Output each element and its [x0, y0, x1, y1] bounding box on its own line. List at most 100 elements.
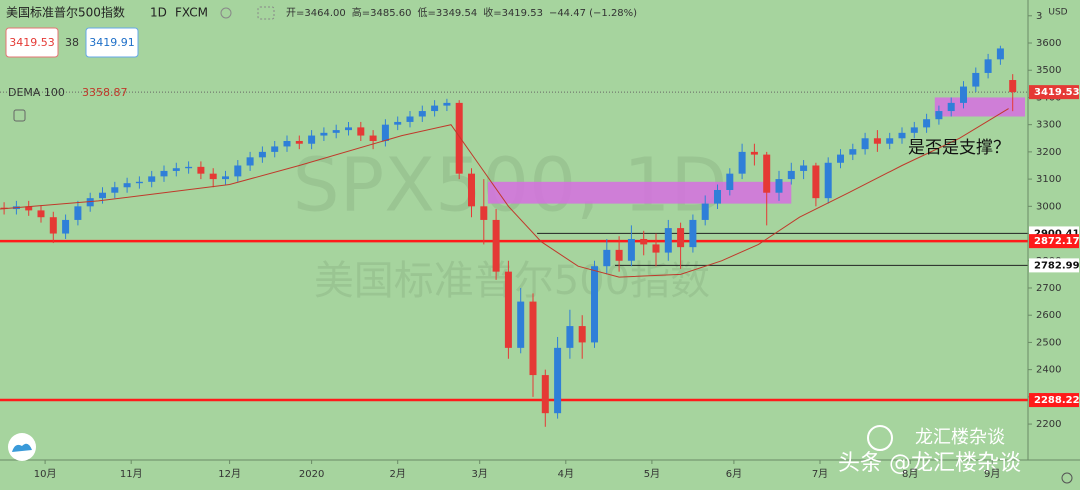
candle-body — [849, 149, 857, 155]
candle-body — [787, 170, 795, 180]
y-tick-label: 2200 — [1036, 419, 1061, 430]
candle-body — [406, 116, 414, 122]
candle-body — [369, 135, 377, 141]
candle-body — [222, 176, 229, 180]
candle-body — [492, 219, 500, 272]
candle-body — [935, 111, 943, 120]
level-label: 2900.41 — [1034, 228, 1080, 239]
candle-body — [468, 173, 475, 207]
spread: 38 — [65, 36, 79, 49]
candle-body — [357, 127, 365, 136]
candle-body — [652, 244, 660, 253]
level-label: 2872.17 — [1034, 236, 1080, 247]
candle-body — [972, 72, 980, 87]
candle-body — [689, 219, 697, 248]
candle-body — [910, 127, 918, 133]
support-zone — [487, 181, 792, 204]
settings-icon[interactable] — [1061, 472, 1073, 484]
y-tick-label: 3600 — [1036, 38, 1061, 49]
level-label: 2288.22 — [1034, 395, 1080, 406]
y-tick-label: 3300 — [1036, 120, 1061, 131]
ohlc-text: 高=3485.60 — [352, 6, 412, 19]
candle-body — [197, 166, 205, 174]
candle-body — [49, 217, 57, 234]
candle-body — [714, 189, 721, 204]
candle-body — [295, 140, 303, 144]
candle-body — [591, 266, 598, 343]
logo-mark — [12, 443, 32, 452]
y-tick-label: 3 — [1036, 11, 1042, 22]
ask[interactable]: 3419.91 — [89, 36, 135, 49]
candle-body — [996, 48, 1004, 60]
x-tick-label: 8月 — [902, 468, 918, 480]
candle-body — [271, 146, 279, 152]
candle-body — [185, 166, 193, 169]
candle-body — [308, 135, 316, 144]
indicator-name: DEMA 100 — [8, 86, 65, 99]
candle-body — [381, 124, 389, 141]
candle-body — [504, 271, 512, 348]
candle-body — [111, 187, 119, 193]
candle-body — [332, 130, 340, 133]
y-tick-label: 3200 — [1036, 147, 1061, 158]
candle-body — [960, 86, 967, 103]
candle-body — [345, 127, 352, 131]
candle-body — [209, 173, 217, 180]
ohlc-text: 开=3464.00 — [286, 8, 346, 19]
ohlc-text: 低=3349.54 — [417, 6, 477, 19]
y-tick-label: 3500 — [1036, 65, 1061, 76]
candle-body — [320, 132, 328, 136]
candle-body — [431, 105, 439, 112]
candle-body — [517, 301, 525, 348]
bid[interactable]: 3419.53 — [9, 36, 55, 49]
y-tick-label: 2600 — [1036, 310, 1061, 321]
status-icon[interactable] — [220, 7, 232, 19]
candle-body — [873, 138, 881, 144]
header: 美国标准普尔500指数 1D FXCM 3419.53 38 3419.91 D… — [5, 5, 637, 122]
candle-body — [627, 238, 635, 261]
symbol-title: 美国标准普尔500指数 — [6, 5, 125, 20]
x-tick-label: 7月 — [812, 468, 828, 480]
indicator-settings[interactable] — [13, 109, 26, 122]
ask-box[interactable] — [85, 27, 139, 58]
bid-box[interactable] — [5, 27, 59, 58]
candle-body — [25, 206, 33, 211]
candle-body — [258, 151, 266, 158]
candle-body — [246, 157, 254, 166]
y-tick-label: 3000 — [1036, 201, 1061, 212]
level-label-box — [1029, 258, 1079, 273]
interval[interactable]: 1D — [150, 6, 167, 20]
candle-body — [898, 132, 906, 139]
candle-body — [726, 173, 734, 190]
y-tick-label: 3100 — [1036, 174, 1061, 185]
candle-body — [480, 206, 488, 220]
x-tick-label: 9月 — [984, 468, 1000, 480]
candle-body — [443, 102, 451, 106]
candle-body — [738, 151, 746, 174]
candle-body — [615, 249, 623, 261]
candle-body — [418, 111, 426, 117]
candle-body — [160, 170, 168, 177]
ohlc-text: −44.47 (−1.28%) — [549, 8, 637, 19]
candle-body — [775, 179, 783, 193]
x-tick-label: 10月 — [34, 468, 57, 480]
x-tick-label: 12月 — [218, 468, 241, 480]
candle-body — [554, 347, 562, 414]
candle-body — [578, 326, 586, 343]
plot-area — [0, 45, 1028, 427]
credit-source: 头条 @龙汇楼杂谈 — [838, 451, 1021, 476]
menu-icon[interactable] — [257, 6, 275, 20]
y-tick-label: 2400 — [1036, 365, 1061, 376]
candle-body — [123, 183, 131, 188]
source: FXCM — [175, 6, 208, 20]
level-label-box — [1029, 393, 1079, 408]
candle-body — [172, 168, 180, 171]
dema-line — [0, 108, 1009, 278]
candle-body — [1009, 80, 1017, 93]
last-price-label: 3419.53 — [1034, 87, 1080, 98]
level-label: 2782.99 — [1034, 260, 1080, 271]
candle-body — [837, 154, 844, 163]
